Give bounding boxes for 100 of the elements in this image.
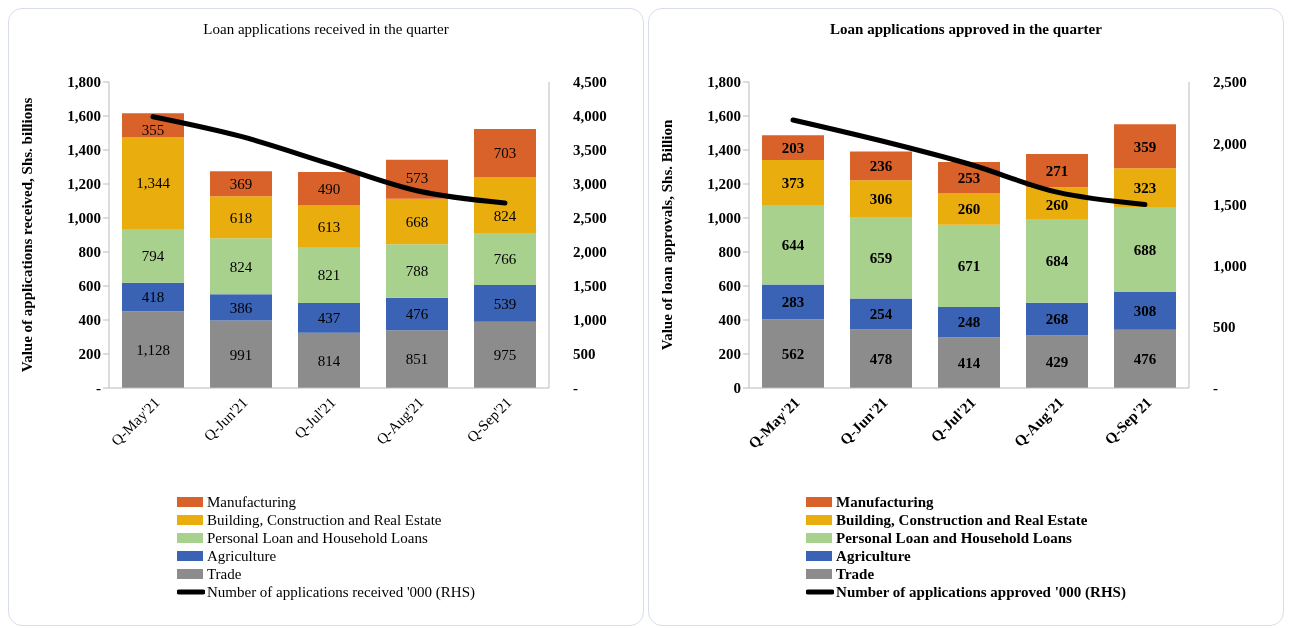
bar <box>298 247 360 303</box>
y2-tick-label: 4,500 <box>573 74 607 91</box>
bar <box>850 298 912 330</box>
data-label: 203 <box>781 139 805 156</box>
data-label: 283 <box>781 294 805 311</box>
chart-title: Loan applications received in the quarter <box>202 21 450 38</box>
data-label: 490 <box>317 181 341 198</box>
bar <box>122 228 184 283</box>
y-tick-label: 1,200 <box>707 176 741 193</box>
data-label: 369 <box>229 176 253 193</box>
bar <box>1114 292 1176 330</box>
y-tick-label: 200 <box>78 346 101 363</box>
legend-label: Agriculture <box>206 547 277 565</box>
y-tick-label: 0 <box>733 380 741 397</box>
data-label: 478 <box>869 351 893 367</box>
bar <box>850 151 912 181</box>
y-tick-label: 1,400 <box>67 142 101 159</box>
y-tick-label: 1,600 <box>707 108 741 125</box>
data-label: 573 <box>405 170 429 187</box>
data-label: 268 <box>1045 311 1069 328</box>
bar <box>210 196 272 239</box>
bar <box>210 320 272 388</box>
data-label: 668 <box>405 213 429 230</box>
y-tick-label: 1,000 <box>67 210 101 227</box>
bar <box>386 244 448 298</box>
legend-label: Number of applications received '000 (RHS) <box>206 583 476 601</box>
data-label: 414 <box>957 354 981 371</box>
y2-tick-label: 4,000 <box>573 108 607 125</box>
data-label: 437 <box>317 310 341 327</box>
data-label: 248 <box>957 314 981 331</box>
bar <box>386 297 448 331</box>
bar <box>298 172 360 206</box>
data-label: 562 <box>781 345 805 362</box>
bar <box>474 321 536 388</box>
chart-title: Loan applications approved in the quarter <box>829 21 1103 38</box>
y2-tick-label: 500 <box>573 346 596 363</box>
y2-tick-label: 3,500 <box>573 142 607 159</box>
data-label: 671 <box>957 258 981 275</box>
data-label: 991 <box>229 346 253 363</box>
data-label: 618 <box>229 209 253 226</box>
data-label: 253 <box>957 169 981 186</box>
y2-tick-label: - <box>573 380 578 397</box>
data-label: 308 <box>1133 303 1157 320</box>
y-axis-title: Value of loan approvals, Shs. Billion <box>659 119 676 351</box>
legend-label: Personal Loan and Household Loans <box>836 529 1072 547</box>
legend-label: Building, Construction and Real Estate <box>836 511 1088 529</box>
y-tick-label: 1,800 <box>67 74 101 91</box>
bar <box>762 319 824 388</box>
data-label: 355 <box>141 121 165 138</box>
bar <box>298 302 360 333</box>
bar <box>122 137 184 229</box>
y-tick-label: 800 <box>718 244 741 261</box>
bar <box>474 285 536 322</box>
data-label: 824 <box>229 258 253 275</box>
bar <box>210 238 272 295</box>
bar <box>474 176 536 233</box>
y2-tick-label: 2,000 <box>1213 135 1247 152</box>
bar <box>762 135 824 161</box>
bar <box>210 171 272 197</box>
legend-label: Manufacturing <box>836 493 934 511</box>
y2-tick-label: 1,500 <box>1213 196 1247 213</box>
data-label: 418 <box>141 289 165 306</box>
y-tick-label: 1,000 <box>707 210 741 227</box>
bar <box>938 193 1000 225</box>
y2-tick-label: 1,500 <box>573 278 607 295</box>
bar <box>474 129 536 177</box>
bar <box>1114 207 1176 293</box>
legend-label: Trade <box>206 565 242 583</box>
y2-tick-label: 2,000 <box>573 244 607 261</box>
data-label: 1,128 <box>136 341 170 358</box>
data-label: 824 <box>493 208 517 225</box>
bar <box>1114 329 1176 388</box>
y-tick-label: 1,200 <box>67 176 101 193</box>
bar <box>762 284 824 320</box>
data-label: 386 <box>229 299 253 316</box>
data-label: 359 <box>1133 138 1157 155</box>
data-label: 975 <box>493 347 517 364</box>
y2-tick-label: 500 <box>1213 319 1236 336</box>
data-label: 476 <box>1133 351 1157 368</box>
y-tick-label: 200 <box>718 346 741 363</box>
y2-tick-label: - <box>1213 380 1218 397</box>
data-label: 821 <box>317 267 341 284</box>
bar <box>386 330 448 388</box>
data-label: 323 <box>1133 180 1157 197</box>
y-tick-label: 1,600 <box>67 108 101 125</box>
y2-tick-label: 1,000 <box>573 312 607 329</box>
y-tick-label: 400 <box>78 312 101 329</box>
bar <box>938 224 1000 307</box>
bar <box>474 232 536 286</box>
y-axis-title: Value of applications received, Shs. billions <box>19 97 36 373</box>
bar <box>1026 335 1088 388</box>
data-label: 373 <box>781 175 805 192</box>
bar <box>1026 153 1088 188</box>
bar <box>122 311 184 388</box>
legend-label: Building, Construction and Real Estate <box>206 511 442 529</box>
data-label: 688 <box>1133 242 1157 259</box>
data-label: 851 <box>405 351 429 368</box>
y2-tick-label: 1,000 <box>1213 257 1247 274</box>
y2-tick-label: 2,500 <box>573 210 607 227</box>
y-tick-label: 600 <box>78 278 101 295</box>
